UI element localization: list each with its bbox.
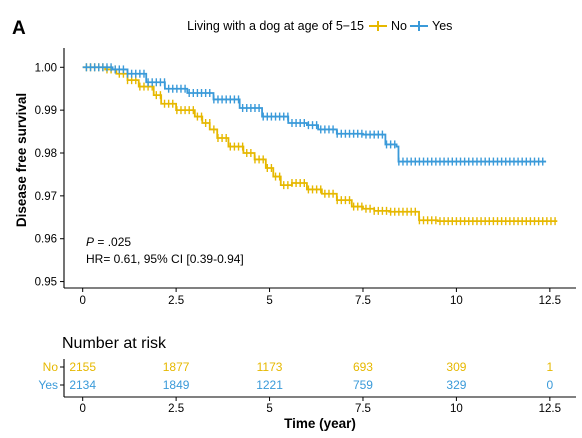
risk-table: No 2155 1877 1173 693 309 1 Yes 2134 1849 1221 759 3… <box>38 360 553 392</box>
y-axis-title: Disease free survival <box>14 93 29 227</box>
survival-curves <box>82 63 558 226</box>
legend-label-no: No <box>391 19 407 33</box>
p-value-label: P <box>86 235 94 249</box>
x-tick-label: 10 <box>450 295 463 307</box>
risk-count-yes: 759 <box>353 378 373 392</box>
hazard-ratio-annotation: HR= 0.61, 95% CI [0.39-0.94] <box>86 252 244 266</box>
risk-count-no: 693 <box>353 360 373 374</box>
risk-count-yes: 2134 <box>69 378 96 392</box>
y-axis-ticks: 0.95 0.96 0.97 0.98 0.99 1.00 <box>35 62 64 289</box>
x-tick-label: 5 <box>266 295 272 307</box>
survival-curve-no <box>82 66 558 223</box>
risk-count-no: 1173 <box>257 360 283 374</box>
y-tick-label: 0.98 <box>35 148 57 160</box>
legend: Living with a dog at age of 5−15 No Yes <box>187 19 452 33</box>
risk-count-yes: 1221 <box>256 378 283 392</box>
risk-count-no: 2155 <box>69 360 96 374</box>
x-tick-label: 2.5 <box>168 295 184 307</box>
y-tick-label: 0.95 <box>35 277 57 289</box>
legend-label-yes: Yes <box>432 19 452 33</box>
x-tick-label: 0 <box>79 295 85 307</box>
risk-x-tick-label: 2.5 <box>168 403 184 415</box>
legend-entry-no: No <box>369 19 407 33</box>
legend-entry-yes: Yes <box>410 19 452 33</box>
panel-label: A <box>12 18 26 39</box>
risk-count-yes: 1849 <box>163 378 190 392</box>
risk-count-no: 1877 <box>163 360 190 374</box>
p-value-text: = .025 <box>94 235 131 249</box>
p-value-annotation: P = .025 <box>86 235 131 249</box>
risk-count-no: 1 <box>546 360 553 374</box>
x-axis-ticks: 0 2.5 5 7.5 10 12.5 <box>79 288 561 307</box>
risk-table-x-ticks: 0 2.5 5 7.5 10 12.5 <box>79 397 561 415</box>
risk-x-tick-label: 0 <box>79 403 85 415</box>
risk-count-no: 309 <box>446 360 466 374</box>
risk-count-yes: 329 <box>446 378 466 392</box>
y-tick-label: 1.00 <box>35 62 57 74</box>
legend-title: Living with a dog at age of 5−15 <box>187 19 364 33</box>
risk-count-yes: 0 <box>546 378 553 392</box>
x-axis-title: Time (year) <box>284 416 356 431</box>
risk-x-tick-label: 12.5 <box>539 403 561 415</box>
risk-x-tick-label: 5 <box>266 403 272 415</box>
y-tick-label: 0.99 <box>35 105 57 117</box>
x-tick-label: 12.5 <box>539 295 561 307</box>
risk-table-title: Number at risk <box>62 335 167 352</box>
risk-x-tick-label: 7.5 <box>355 403 371 415</box>
y-tick-label: 0.96 <box>35 234 57 246</box>
risk-row-label-no: No <box>43 360 59 374</box>
y-tick-label: 0.97 <box>35 191 57 203</box>
x-tick-label: 7.5 <box>355 295 371 307</box>
risk-x-tick-label: 10 <box>450 403 463 415</box>
survival-curve-yes <box>82 66 547 163</box>
risk-row-label-yes: Yes <box>38 378 58 392</box>
